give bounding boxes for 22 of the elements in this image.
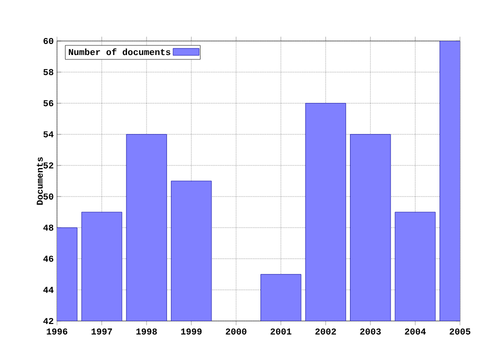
x-tick-label: 2003: [360, 328, 381, 335]
x-tick-label: 1997: [92, 328, 112, 335]
legend-label: Number of documents: [68, 48, 170, 56]
x-tick-label: 2000: [226, 328, 246, 335]
y-tick-label: 44: [43, 286, 54, 293]
x-tick-label: 1996: [46, 328, 68, 335]
y-tick-label: 48: [43, 224, 54, 231]
x-tick-label: 2002: [315, 328, 336, 335]
x-tick-label: 2004: [404, 328, 426, 335]
x-tick-label: 2005: [450, 328, 470, 335]
y-tick-label: 60: [44, 38, 54, 44]
x-tick-label: 1998: [136, 328, 157, 335]
y-axis-title: Documents: [36, 157, 43, 205]
y-tick-label: 46: [43, 256, 54, 262]
y-tick-label: 58: [43, 69, 54, 76]
y-tick-label: 54: [43, 131, 54, 138]
y-tick-label: 50: [43, 193, 54, 200]
x-tick-label: 2001: [270, 328, 292, 335]
y-tick-label: 42: [43, 318, 54, 324]
y-tick-label: 52: [43, 162, 54, 168]
x-tick-label: 1999: [181, 328, 202, 335]
y-tick-label: 56: [43, 100, 54, 106]
